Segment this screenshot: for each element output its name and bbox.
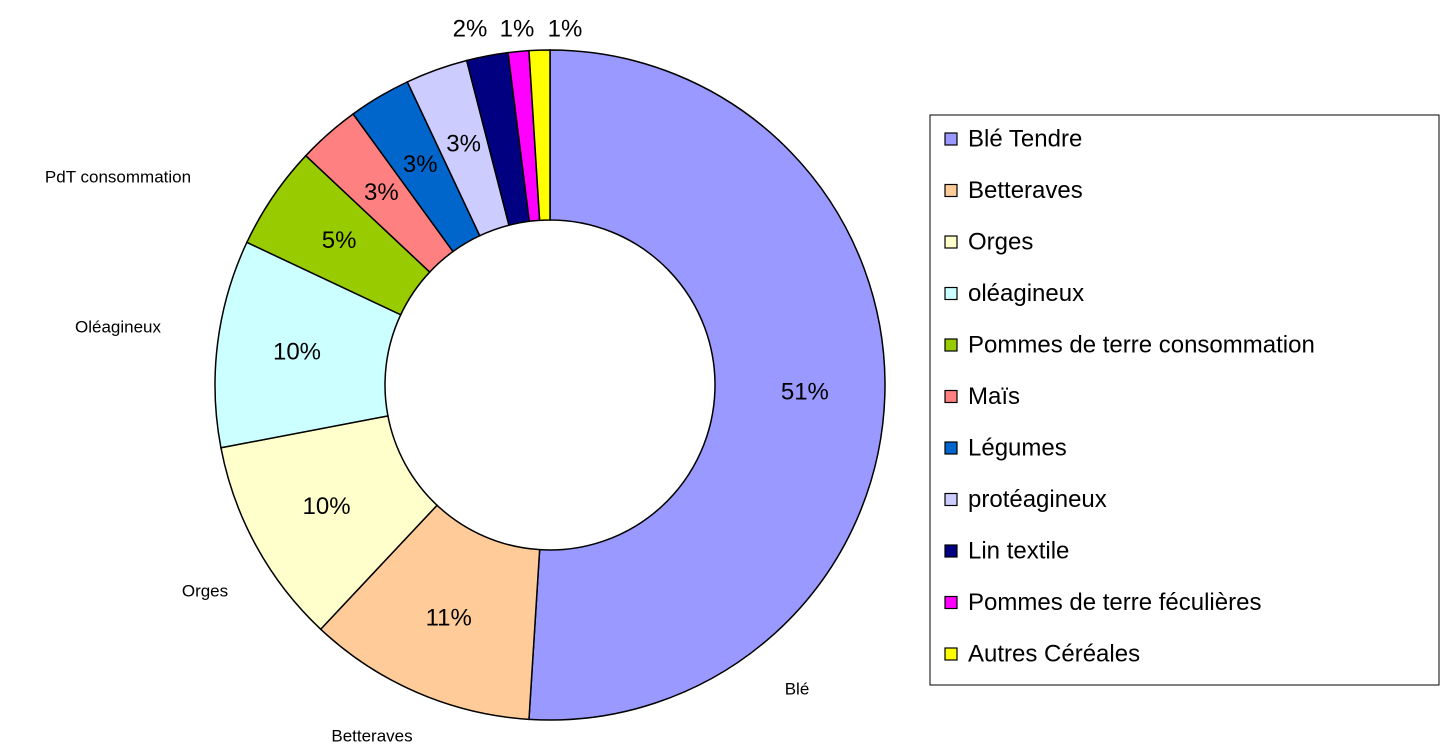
legend-label: Autres Céréales [968,640,1140,667]
data-label: 1% [548,15,583,42]
legend-swatch [944,647,958,661]
data-label: 3% [364,179,399,206]
legend-swatch [944,235,958,249]
legend-label: Orges [968,228,1033,255]
legend-swatch [944,338,958,352]
data-label: 51% [781,378,829,405]
data-label: 5% [322,227,357,254]
outer-label: Betteraves [331,726,412,745]
legend-label: Pommes de terre féculières [968,589,1261,616]
legend-label: Betteraves [968,177,1083,204]
legend-swatch [944,389,958,404]
legend-label: Blé Tendre [968,125,1082,152]
legend-label: protéagineux [968,486,1107,513]
legend-label: Lin textile [968,537,1069,564]
outer-label: PdT consommation [45,167,191,186]
legend-label: Pommes de terre consommation [968,331,1315,358]
legend-swatch [944,132,958,146]
legend-label: oléagineux [968,280,1084,307]
legend-swatch [944,441,958,455]
legend-swatch [944,183,958,198]
data-label: 3% [403,151,438,178]
donut-slice [528,49,886,721]
data-label: 1% [500,15,535,42]
legend-swatch [944,544,958,558]
legend-label: Maïs [968,383,1020,410]
legend-box [929,114,1440,686]
data-label: 10% [273,338,321,365]
outer-label: Oléagineux [75,317,162,336]
data-label: 11% [426,604,472,631]
outer-label: Blé [785,679,810,698]
legend-swatch [944,286,958,301]
outer-label: Orges [182,581,228,600]
legend-swatch [944,492,958,507]
data-label: 3% [446,130,481,157]
donut-slice [528,49,551,222]
data-label: 2% [453,15,488,42]
donut-slice [319,504,541,721]
legend-label: Légumes [968,434,1067,461]
data-label: 10% [303,493,351,520]
legend-swatch [944,595,958,610]
